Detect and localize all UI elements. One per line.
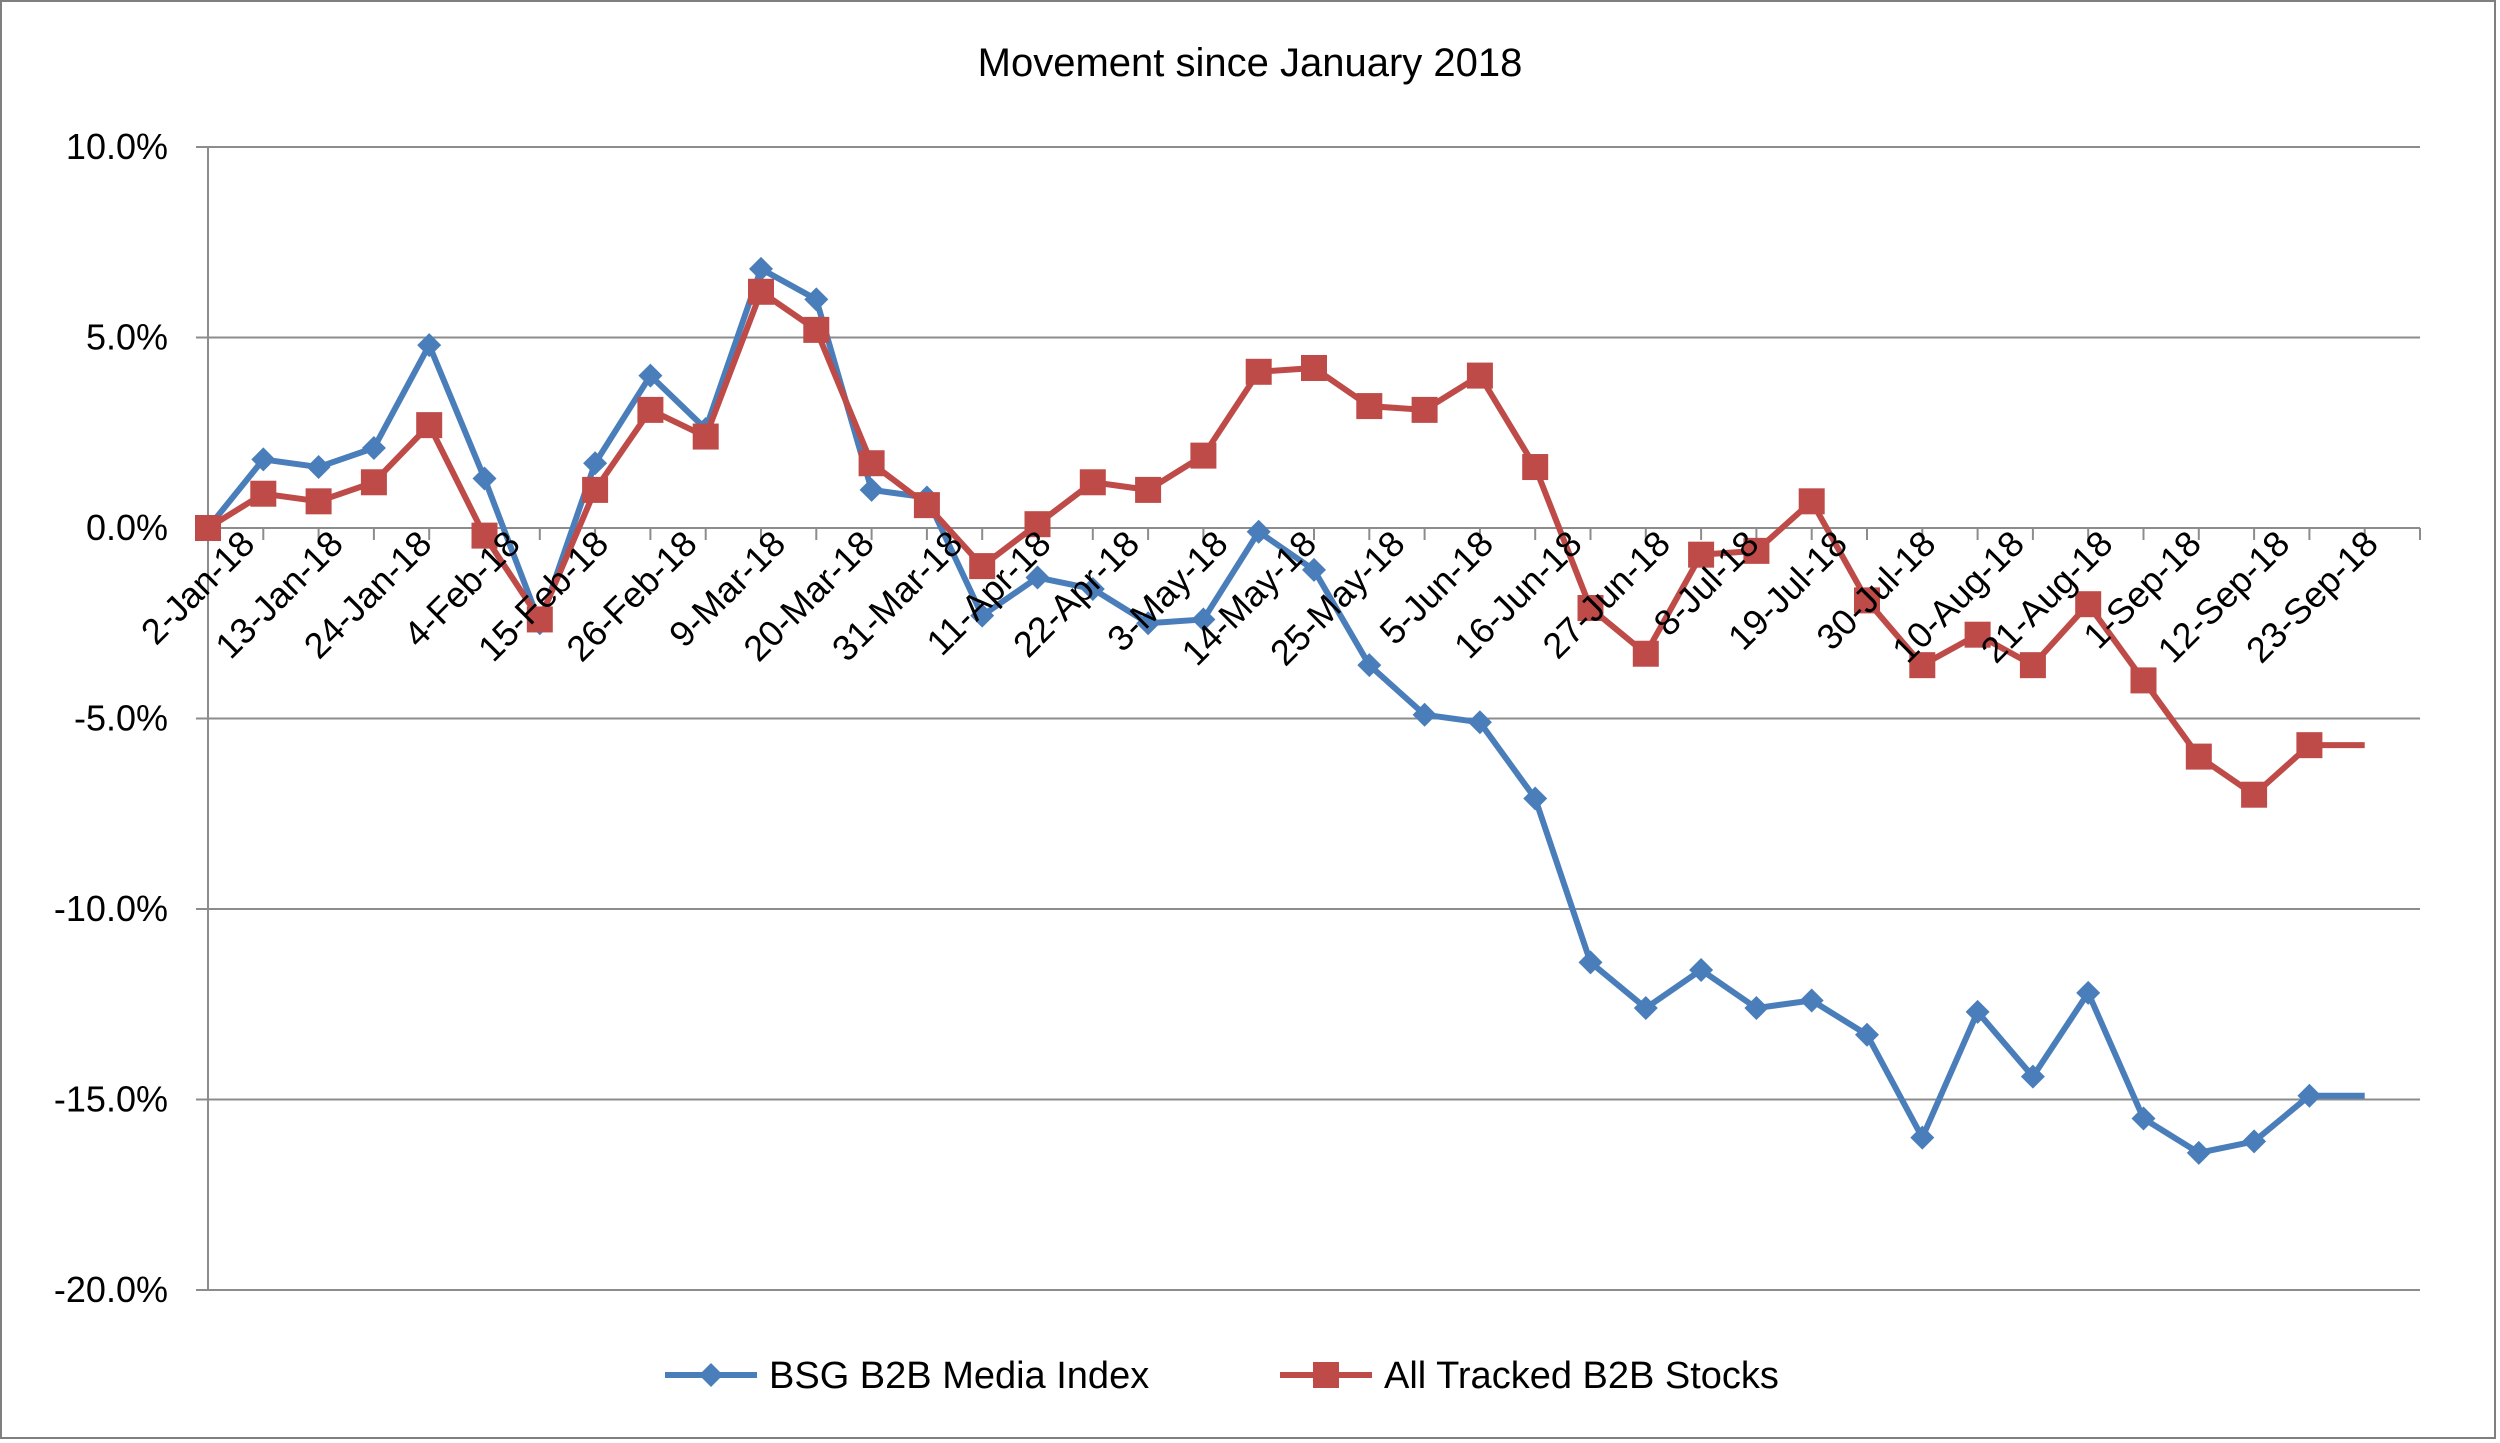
data-point [1689,957,1714,982]
legend-label: BSG B2B Media Index [769,1355,1149,1397]
data-point [1743,537,1770,564]
data-point [1854,587,1880,614]
data-point [1080,576,1105,601]
data-point [1799,988,1824,1013]
data-point [2076,980,2101,1005]
legend-marker [1313,1362,1339,1388]
data-point [306,455,331,480]
data-point [1523,786,1548,811]
data-point [858,450,885,477]
chart-title: Movement since January 2018 [978,41,1523,85]
data-point [471,522,498,549]
data-point [195,515,221,541]
data-point [637,396,664,423]
data-point [692,423,719,450]
y-tick-label: -15.0% [54,1079,168,1120]
data-point [1357,653,1382,678]
y-tick-label: 5.0% [86,317,168,358]
data-point [1688,541,1715,568]
data-point [1965,999,1990,1024]
data-point [1301,354,1327,381]
data-point [748,278,774,305]
series-all-tracked-b2b-stocks [195,278,2365,808]
data-point [1798,488,1825,515]
y-tick-label: 0.0% [86,507,168,548]
data-point [582,476,609,503]
legend: BSG B2B Media Index All Tracked B2B Stock… [665,1355,1779,1397]
data-point [1245,358,1272,385]
data-point [2130,667,2157,694]
data-point [970,603,995,628]
data-point [251,447,276,472]
data-point [1356,393,1383,420]
series-bsg-b2b-media-index [196,256,2365,1165]
data-point [1190,442,1217,469]
y-tick-label: -20.0% [54,1269,168,1310]
data-point [804,287,829,312]
data-point [1412,702,1437,727]
data-point [1744,996,1769,1021]
data-point [416,412,443,439]
data-point [2131,1106,2156,1131]
data-point [2297,1083,2322,1108]
data-point [1632,640,1659,667]
data-point [1246,519,1271,544]
grid-lines [196,146,2420,1291]
data-point [1577,595,1604,622]
data-point [2241,781,2268,808]
data-point [1466,362,1493,389]
data-point [2296,732,2323,759]
data-point [1191,607,1216,632]
data-point [1302,557,1326,582]
data-point [749,256,773,281]
legend-label: All Tracked B2B Stocks [1384,1355,1779,1397]
data-point [360,469,387,496]
series-line [206,288,2365,798]
data-point [1135,476,1162,503]
y-tick-labels: 10.0% 5.0% 0.0% -5.0% -10.0% -15.0% -20.0% [54,126,168,1310]
data-point [2075,591,2102,618]
data-point [2242,1129,2267,1154]
data-point [1522,454,1549,481]
series [195,256,2365,1165]
data-point [1411,396,1438,423]
data-point [969,553,996,580]
data-point [1024,511,1051,538]
data-point [1467,710,1492,735]
data-point [1855,1022,1879,1047]
y-tick-label: 10.0% [66,126,168,167]
data-point [1964,621,1991,648]
data-point [638,363,663,388]
data-point [1909,652,1936,679]
data-point [472,466,497,491]
data-point [1633,996,1658,1021]
legend-marker [699,1363,723,1387]
y-tick-label: -5.0% [74,698,168,739]
data-point [803,316,830,343]
data-point [913,492,940,519]
data-point [1910,1125,1935,1150]
data-point [1079,469,1106,496]
data-point [526,606,553,633]
series-line [205,265,2365,1156]
data-point [2020,1064,2045,1089]
data-point [2186,1140,2211,1165]
data-point [250,480,277,507]
data-point [583,451,608,476]
data-point [417,333,442,358]
data-point [1136,611,1161,636]
y-tick-label: -10.0% [54,888,168,929]
data-point [1578,950,1603,975]
data-point [361,435,386,460]
data-point [305,488,332,515]
data-point [2185,743,2212,770]
data-point [1025,565,1050,590]
data-point [2019,652,2046,679]
data-point [859,477,884,502]
